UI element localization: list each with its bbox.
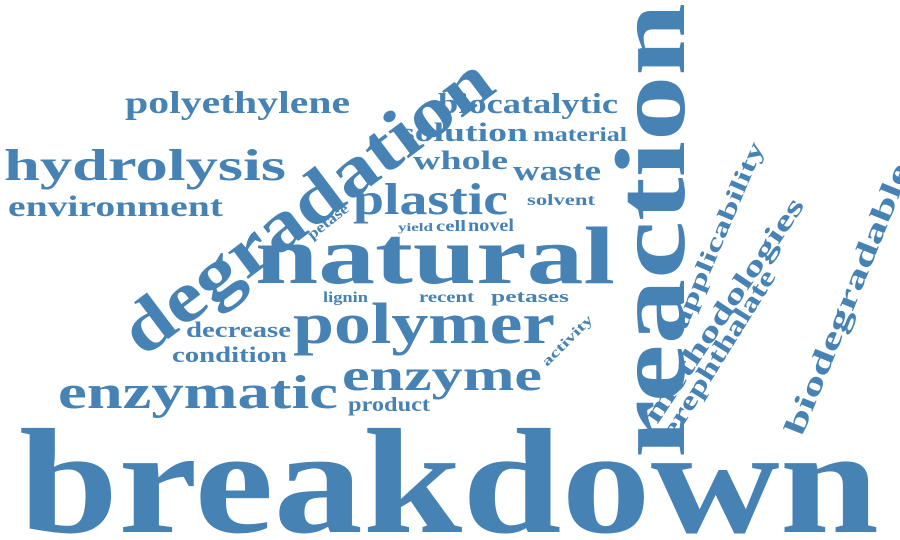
word-condition: condition — [172, 342, 287, 367]
word-material: material — [533, 124, 628, 146]
word-cell: cell — [436, 218, 467, 235]
word-novel: novel — [468, 215, 514, 235]
word-breakdown: breakdown — [19, 399, 879, 540]
word-recent: recent — [419, 289, 475, 306]
word-whole: whole — [413, 146, 508, 175]
word-environment: environment — [8, 190, 223, 223]
word-petases: petases — [491, 287, 570, 306]
word-yield: yield — [398, 220, 433, 234]
word-decrease: decrease — [186, 317, 291, 342]
word-solution: solution — [400, 118, 529, 147]
word-biocatalytic: biocatalytic — [438, 89, 618, 120]
word-polymer: polymer — [293, 291, 555, 356]
word-waste: waste — [513, 156, 601, 187]
word-lignin: lignin — [323, 290, 369, 306]
word-natural: natural — [255, 210, 615, 301]
word-solvent: solvent — [527, 192, 596, 209]
word-polyethylene: polyethylene — [125, 84, 350, 120]
word-product: product — [348, 394, 430, 416]
word-plastic: plastic — [353, 175, 508, 224]
word-enzyme: enzyme — [342, 351, 542, 400]
word-hydrolysis: hydrolysis — [4, 141, 286, 190]
word-enzymatic: enzymatic — [58, 366, 338, 419]
word-reaction: reaction — [595, 3, 706, 458]
